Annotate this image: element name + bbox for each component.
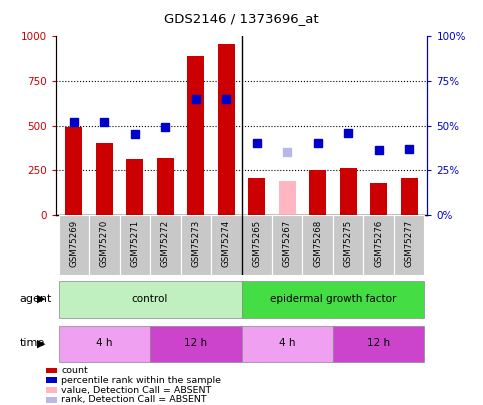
Text: GSM75265: GSM75265 <box>252 220 261 267</box>
Text: epidermal growth factor: epidermal growth factor <box>270 294 396 304</box>
Text: rank, Detection Call = ABSENT: rank, Detection Call = ABSENT <box>61 395 207 404</box>
Text: 12 h: 12 h <box>367 339 390 348</box>
Bar <box>309 170 326 215</box>
Text: GSM75267: GSM75267 <box>283 220 292 267</box>
Text: agent: agent <box>19 294 52 304</box>
Bar <box>150 326 242 362</box>
Bar <box>370 183 387 215</box>
Bar <box>394 215 425 275</box>
Text: ▶: ▶ <box>37 339 45 348</box>
Bar <box>340 168 356 215</box>
Bar <box>89 215 120 275</box>
Bar <box>187 56 204 215</box>
Text: GSM75269: GSM75269 <box>70 220 78 266</box>
Bar <box>242 326 333 362</box>
Text: GSM75270: GSM75270 <box>100 220 109 267</box>
Text: GSM75271: GSM75271 <box>130 220 139 267</box>
Bar <box>363 215 394 275</box>
Text: time: time <box>19 339 44 348</box>
Bar <box>333 326 425 362</box>
Bar <box>58 326 150 362</box>
Text: percentile rank within the sample: percentile rank within the sample <box>61 376 221 385</box>
Bar <box>242 215 272 275</box>
Text: GSM75268: GSM75268 <box>313 220 322 267</box>
Bar <box>66 127 82 215</box>
Text: 4 h: 4 h <box>96 339 113 348</box>
Bar <box>157 158 174 215</box>
Text: GSM75277: GSM75277 <box>405 220 413 267</box>
Text: control: control <box>132 294 168 304</box>
Bar <box>279 181 296 215</box>
Bar <box>211 215 242 275</box>
Bar <box>58 281 242 318</box>
Text: 12 h: 12 h <box>184 339 207 348</box>
Text: 4 h: 4 h <box>279 339 296 348</box>
Text: value, Detection Call = ABSENT: value, Detection Call = ABSENT <box>61 386 212 394</box>
Bar <box>181 215 211 275</box>
Text: count: count <box>61 366 88 375</box>
Bar <box>120 215 150 275</box>
Text: GSM75274: GSM75274 <box>222 220 231 267</box>
Bar <box>401 178 417 215</box>
Text: GDS2146 / 1373696_at: GDS2146 / 1373696_at <box>164 12 319 25</box>
Bar <box>96 143 113 215</box>
Text: GSM75276: GSM75276 <box>374 220 383 267</box>
Bar <box>302 215 333 275</box>
Bar <box>58 215 89 275</box>
Bar <box>150 215 181 275</box>
Bar <box>127 160 143 215</box>
Bar <box>333 215 363 275</box>
Bar <box>242 281 425 318</box>
Text: GSM75272: GSM75272 <box>161 220 170 267</box>
Bar <box>218 44 235 215</box>
Bar <box>248 178 265 215</box>
Bar <box>272 215 302 275</box>
Text: GSM75273: GSM75273 <box>191 220 200 267</box>
Text: GSM75275: GSM75275 <box>344 220 353 267</box>
Text: ▶: ▶ <box>37 294 45 304</box>
